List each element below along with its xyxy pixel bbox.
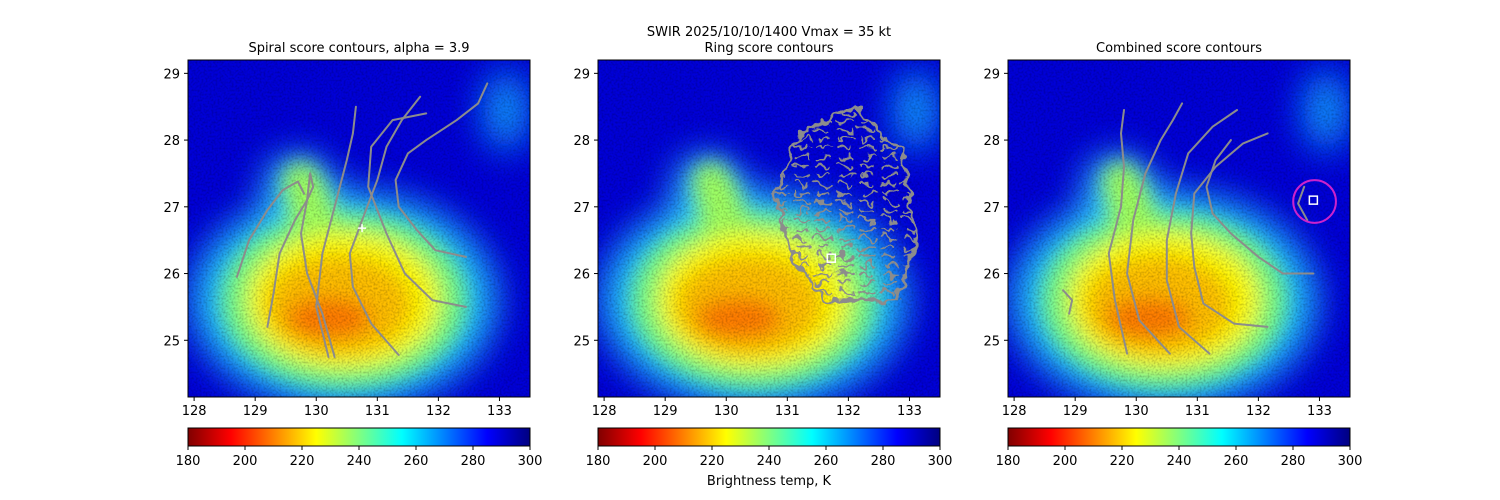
y-tick-label: 29 — [163, 67, 180, 82]
x-tick-label: 129 — [653, 404, 678, 419]
ring-score-contours — [775, 106, 916, 301]
x-tick-label: 133 — [1307, 404, 1332, 419]
colorbar-tick-label: 280 — [871, 454, 896, 469]
x-tick-label: 130 — [714, 404, 739, 419]
field-noise — [1008, 60, 1350, 397]
x-tick-label: 130 — [304, 404, 329, 419]
colorbar-tick-label: 180 — [176, 454, 201, 469]
x-tick-label: 130 — [1124, 404, 1149, 419]
y-tick-label: 28 — [573, 134, 590, 149]
colorbar-tick-label: 300 — [1338, 454, 1363, 469]
contour-line-1 — [1062, 289, 1074, 315]
ring-score-outline — [773, 104, 918, 302]
contour-line-2 — [1107, 109, 1129, 355]
colorbar-gradient — [187, 427, 531, 447]
center-square-marker — [826, 253, 837, 263]
axes-frame — [597, 59, 941, 398]
colorbar-tick-label: 240 — [347, 454, 372, 469]
colorbar: 180 200 220 240 260 280 300 — [586, 427, 953, 469]
contour-line-7 — [1297, 185, 1309, 222]
colorbar-tick-label: 300 — [928, 454, 953, 469]
colorbar-tick-label: 180 — [586, 454, 611, 469]
x-tick-label: 131 — [365, 404, 390, 419]
x-tick-label: 129 — [1063, 404, 1088, 419]
y-tick-label: 28 — [983, 134, 1000, 149]
center-square-marker — [1308, 195, 1319, 205]
x-tick-label: 128 — [1002, 404, 1027, 419]
colorbar-tick-label: 200 — [1053, 454, 1078, 469]
y-tick-label: 26 — [983, 268, 1000, 283]
contour-line-6 — [367, 112, 467, 308]
x-tick-label: 132 — [1246, 404, 1271, 419]
brightness-field — [188, 60, 530, 397]
x-tick-label: 129 — [243, 404, 268, 419]
colorbar-tick-label: 260 — [814, 454, 839, 469]
colorbar-gradient — [597, 427, 941, 447]
colorbar-tick-label: 240 — [1167, 454, 1192, 469]
score-contours — [1062, 102, 1315, 355]
colorbar-tick-label: 280 — [461, 454, 486, 469]
colorbar-tick-label: 220 — [290, 454, 315, 469]
panel-title: Spiral score contours, alpha = 3.9 — [248, 41, 469, 56]
y-tick-label: 27 — [983, 201, 1000, 216]
y-tick-label: 25 — [163, 334, 180, 349]
colorbar-tick-label: 200 — [233, 454, 258, 469]
panel-title: Ring score contours — [704, 41, 833, 56]
contour-line-2 — [266, 172, 315, 328]
panel-3: Combined score contours 128 129 130 131 132 13… — [983, 41, 1362, 469]
axes-frame — [187, 59, 531, 398]
brightness-field — [598, 60, 940, 397]
colorbar-gradient — [1007, 427, 1351, 447]
contour-line-4 — [1165, 109, 1238, 355]
contour-line-1 — [235, 180, 305, 278]
colorbar: 180 200 220 240 260 280 300 — [176, 427, 543, 469]
center-plus-marker — [358, 224, 367, 233]
colorbar-tick-label: 220 — [1110, 454, 1135, 469]
x-tick-label: 132 — [836, 404, 861, 419]
x-tick-label: 131 — [775, 404, 800, 419]
panel-title: Combined score contours — [1096, 41, 1262, 56]
colorbar-tick-label: 180 — [996, 454, 1021, 469]
score-contours — [235, 82, 489, 358]
y-tick-label: 26 — [573, 268, 590, 283]
colorbar-tick-label: 300 — [518, 454, 543, 469]
panel-2: Ring score contours 128 129 130 131 132 133 25 2… — [573, 41, 952, 469]
y-tick-label: 26 — [163, 268, 180, 283]
contour-line-3 — [300, 172, 336, 358]
x-tick-label: 128 — [592, 404, 617, 419]
axes-frame — [1007, 59, 1351, 398]
y-tick-label: 29 — [573, 67, 590, 82]
contour-line-3 — [1126, 102, 1184, 355]
colorbar-tick-label: 260 — [404, 454, 429, 469]
ring-score-region — [773, 104, 918, 302]
colorbar-tick-label: 200 — [643, 454, 668, 469]
y-tick-label: 27 — [573, 201, 590, 216]
contour-line-6 — [1205, 139, 1315, 275]
y-tick-label: 27 — [163, 201, 180, 216]
y-tick-label: 29 — [983, 67, 1000, 82]
colorbar-tick-label: 240 — [757, 454, 782, 469]
ring-circle-marker — [1292, 179, 1337, 224]
colorbar-label: Brightness temp, K — [707, 474, 832, 489]
colorbar-tick-label: 260 — [1224, 454, 1249, 469]
x-tick-label: 133 — [487, 404, 512, 419]
brightness-field — [1008, 60, 1350, 397]
contour-line-5 — [1190, 132, 1269, 328]
y-tick-label: 25 — [573, 334, 590, 349]
figure-suptitle: SWIR 2025/10/10/1400 Vmax = 35 kt — [647, 25, 891, 40]
y-tick-label: 28 — [163, 134, 180, 149]
x-tick-label: 131 — [1185, 404, 1210, 419]
x-tick-label: 128 — [182, 404, 207, 419]
x-tick-label: 133 — [897, 404, 922, 419]
contour-line-5 — [348, 95, 422, 356]
colorbar-tick-label: 280 — [1281, 454, 1306, 469]
colorbar: 180 200 220 240 260 280 300 — [996, 427, 1363, 469]
contour-line-7 — [394, 82, 489, 258]
y-tick-label: 25 — [983, 334, 1000, 349]
contour-line-4 — [315, 105, 357, 358]
colorbar-tick-label: 220 — [700, 454, 725, 469]
panel-1: Spiral score contours, alpha = 3.9 128 129… — [163, 41, 542, 469]
x-tick-label: 132 — [426, 404, 451, 419]
